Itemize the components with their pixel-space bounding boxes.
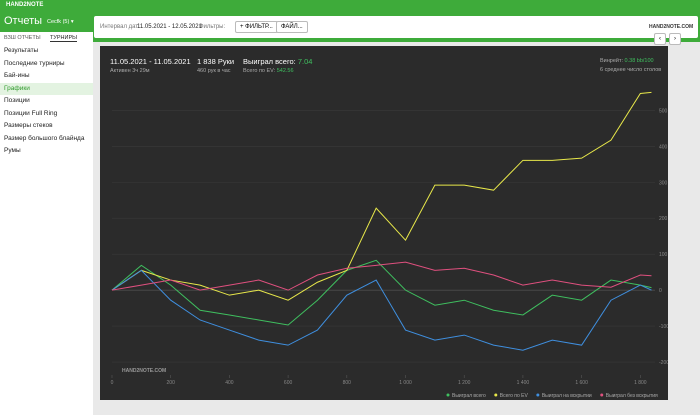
y-tick-label: 300 <box>659 180 668 186</box>
ev: Всего по EV: 542.56 <box>243 68 294 74</box>
account-select[interactable]: Cecfk (5) ▾ <box>47 19 74 25</box>
sidebar: ВЗШ ОТЧЕТЫ ТУРНИРЫ Результаты Последние т… <box>0 32 93 415</box>
x-tick-label: 1 800 <box>634 380 647 386</box>
section-title: Отчеты <box>4 15 43 27</box>
menu-item[interactable]: Позиции Full Ring <box>4 109 58 117</box>
y-tick-label: 200 <box>659 216 668 222</box>
x-tick-label: 1 200 <box>458 380 471 386</box>
hands-per-hour: 460 рук в час <box>197 68 231 74</box>
menu: Результаты Последние турниры Бай-ины График… <box>0 45 93 158</box>
label: Интервал дат: <box>100 24 140 30</box>
value: 7.04 <box>297 57 313 66</box>
date-range[interactable]: 11.05.2021 - 12.05.2021 <box>137 24 202 30</box>
y-tick-label: 500 <box>659 108 668 114</box>
x-tick-label: 800 <box>343 380 352 386</box>
y-tick-label: -200 <box>659 360 668 366</box>
series-line <box>111 269 652 351</box>
value: 0.38 bb/100 <box>624 58 654 64</box>
active: Активен 3ч 29м <box>110 68 150 74</box>
x-tick-label: 400 <box>225 380 234 386</box>
tab[interactable]: ВЗШ ОТЧЕТЫ <box>4 35 41 41</box>
x-tick-label: 600 <box>284 380 293 386</box>
toolbar: Интервал дат: 11.05.2021 - 12.05.2021 Фи… <box>94 16 698 38</box>
label: Всего по EV: <box>243 68 276 74</box>
x-tick-label: 1 400 <box>517 380 530 386</box>
menu-item[interactable]: Последние турниры <box>4 59 65 67</box>
series-line <box>111 261 652 291</box>
legend-label: Всего по EV <box>500 393 529 399</box>
y-tick-label: -100 <box>659 324 668 330</box>
series-line <box>111 91 652 301</box>
x-tick-label: 1 600 <box>575 380 588 386</box>
watermark: HAND2NOTE.COM <box>122 368 166 374</box>
logo: HAND2NOTE.COM <box>649 24 694 30</box>
brand: HAND2NOTE <box>6 2 44 8</box>
hands: 1 838 Руки <box>197 57 235 66</box>
menu-item[interactable]: Результаты <box>4 47 39 54</box>
label: Винрейт: <box>600 58 624 64</box>
menu-item[interactable]: Позиции <box>4 97 30 104</box>
label: Фильтры: <box>199 24 226 30</box>
tables: 6 среднее число столов <box>600 67 662 73</box>
legend-label: Выиграл всего <box>452 393 486 399</box>
period: 11.05.2021 - 11.05.2021 <box>110 57 191 66</box>
legend-swatch <box>600 393 604 397</box>
winrate: Винрейт: 0.38 bb/100 <box>600 58 654 64</box>
menu-item[interactable]: Графики <box>0 82 93 95</box>
menu-item[interactable]: Бай-ины <box>4 72 30 79</box>
y-tick-label: 400 <box>659 144 668 150</box>
series-line <box>111 259 652 326</box>
nav-next[interactable]: › <box>669 33 681 45</box>
menu-item[interactable]: Размер большого блайнда <box>4 134 85 142</box>
tab[interactable]: ТУРНИРЫ <box>50 35 77 42</box>
legend-swatch <box>494 393 498 397</box>
filter-button[interactable]: + ФИЛЬТР... <box>235 21 278 33</box>
legend-swatch <box>536 393 540 397</box>
x-tick-label: 0 <box>111 380 114 386</box>
legend-label: Выиграл на вскрытии <box>542 393 592 399</box>
file-button[interactable]: ФАЙЛ... <box>276 21 308 33</box>
won: Выиграл всего: 7.04 <box>243 57 312 66</box>
x-tick-label: 1 000 <box>399 380 412 386</box>
label: Выиграл всего: <box>243 57 296 66</box>
menu-item[interactable]: Румы <box>4 147 21 154</box>
x-tick-label: 200 <box>167 380 176 386</box>
legend-swatch <box>446 393 450 397</box>
y-tick-label: 100 <box>659 252 668 258</box>
legend-label: Выиграл без вскрытия <box>606 393 658 399</box>
menu-item[interactable]: Размеры стеков <box>4 122 53 129</box>
chart: HAND2NOTE.COM -200 -100 0 100 200 300 400 500 0 2… <box>111 91 668 399</box>
y-tick-label: 0 <box>659 288 662 294</box>
value: 542.56 <box>276 68 294 74</box>
nav-prev[interactable]: ‹ <box>654 33 666 45</box>
chart-panel: 11.05.2021 - 11.05.2021 Активен 3ч 29м 1… <box>100 46 668 400</box>
